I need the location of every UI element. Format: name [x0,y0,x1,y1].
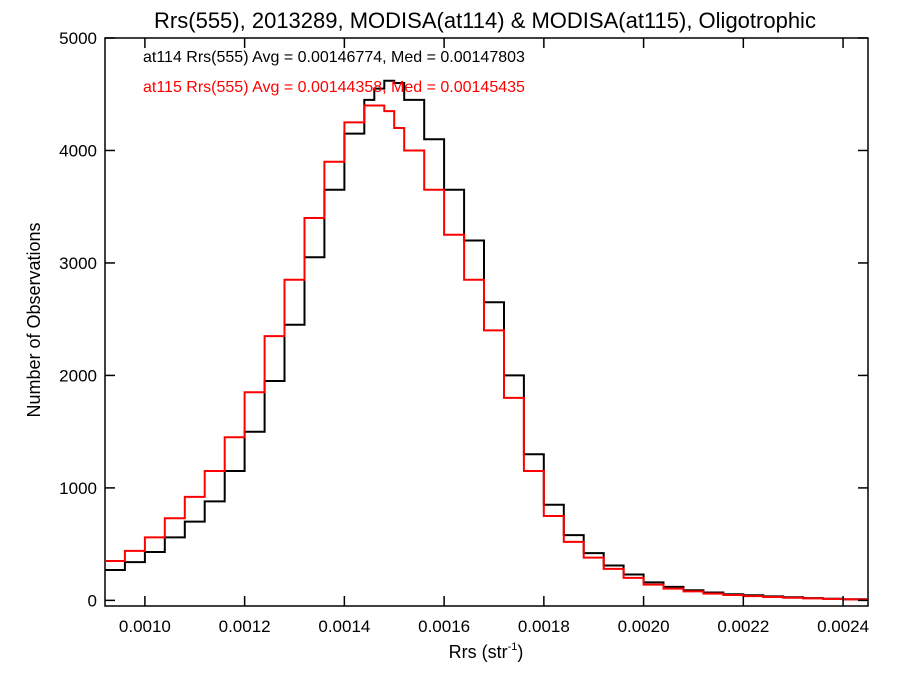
legend-entry-at114: at114 Rrs(555) Avg = 0.00146774, Med = 0… [143,49,525,66]
y-tick-label: 0 [88,591,97,610]
x-axis-label-main: Rrs (str [449,642,508,662]
x-tick-label: 0.0010 [119,617,171,636]
x-tick-label: 0.0018 [518,617,570,636]
y-axis-label: Number of Observations [24,222,44,417]
x-tick-label: 0.0022 [717,617,769,636]
y-tick-label: 1000 [59,479,97,498]
x-tick-label: 0.0024 [817,617,869,636]
y-axis-ticks: 0 1000 2000 3000 4000 5000 [59,29,868,610]
series-at115-line [105,104,868,601]
y-tick-label: 5000 [59,29,97,48]
x-tick-label: 0.0016 [418,617,470,636]
y-tick-label: 3000 [59,254,97,273]
x-axis-label-superscript: -1 [508,641,518,653]
y-tick-label: 4000 [59,141,97,160]
x-axis-label-close: ) [517,642,523,662]
chart-title: Rrs(555), 2013289, MODISA(at114) & MODIS… [154,8,816,33]
y-tick-label: 2000 [59,366,97,385]
x-axis-ticks: 0.0010 0.0012 0.0014 0.0016 0.0018 0.0020 0.00… [119,38,869,636]
x-tick-label: 0.0020 [618,617,670,636]
legend-entry-at115: at115 Rrs(555) Avg = 0.00144358, Med = 0… [143,79,525,96]
series-at114-line [105,79,868,601]
x-axis-label: Rrs (str-1) [449,641,524,662]
x-tick-label: 0.0014 [318,617,370,636]
series-layer [105,79,868,601]
plot-frame [104,37,869,607]
x-tick-label: 0.0012 [219,617,271,636]
